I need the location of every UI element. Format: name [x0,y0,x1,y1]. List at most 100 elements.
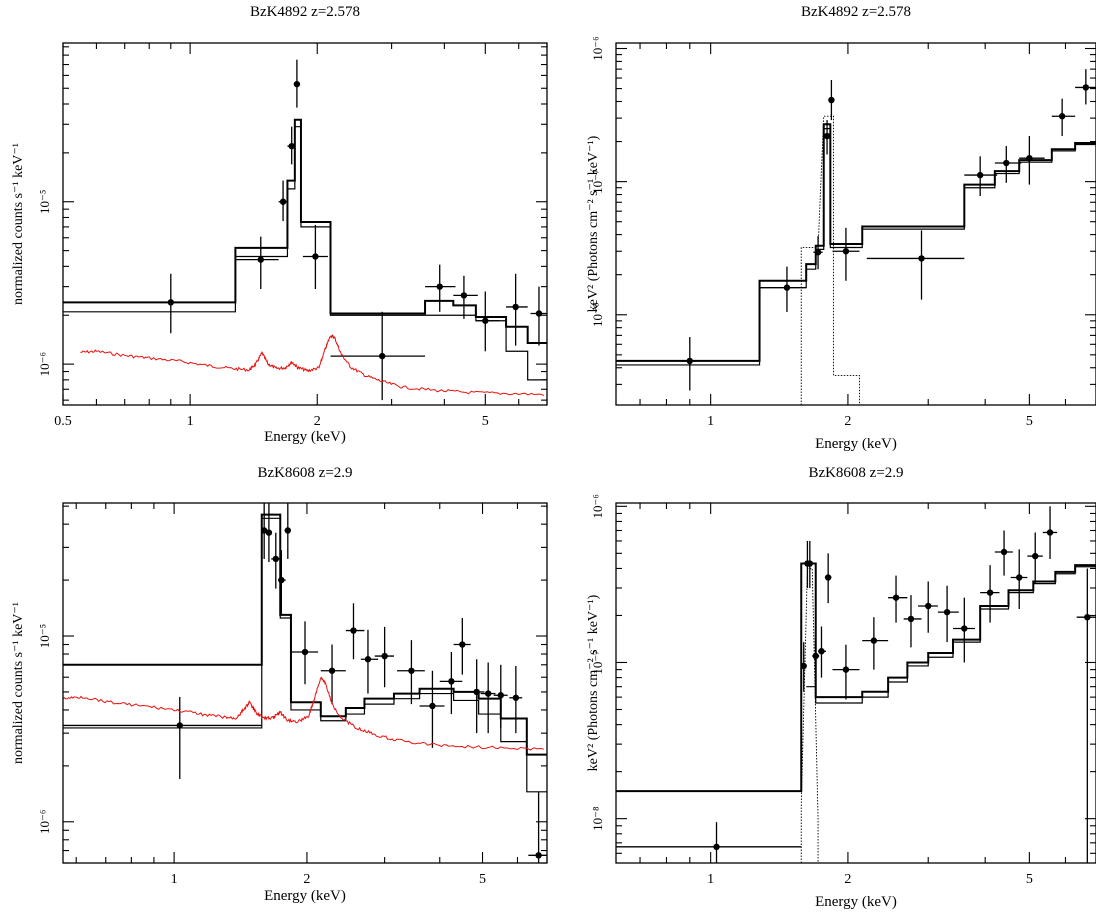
x-tick-label: 2 [844,414,851,429]
x-tick-label: 0.5 [54,414,72,429]
x-tick-label: 1 [171,872,178,887]
plot-frame [615,502,1096,864]
y-tick-label: 10⁻⁶ [37,352,52,376]
data-point [265,503,273,563]
model-step-line [806,566,1096,704]
data-point [759,266,807,312]
data-point [616,822,802,863]
data-point [994,530,1013,576]
x-axis-label: Energy (keV) [815,436,897,452]
data-point [468,659,485,734]
data-point [330,311,426,401]
y-tick-label: 10⁻⁷ [590,169,605,193]
data-point [616,337,760,391]
data-point [994,146,1022,183]
y-tick-label: 10⁻⁵ [37,624,52,648]
background-spectrum [63,676,544,751]
y-axis-label: keV² (Photons cm⁻² s⁻¹ keV⁻¹) [586,594,601,771]
data-point [980,565,1000,623]
x-tick-label: 2 [303,872,310,887]
data-point [1075,69,1096,105]
y-tick-label: 10⁻⁶ [590,494,605,518]
data-point [293,59,301,108]
x-tick-label: 2 [844,872,851,887]
y-tick-label: 10⁻⁵ [37,190,52,214]
data-point [374,626,394,688]
x-tick-label: 1 [187,414,194,429]
plot-area [63,59,547,401]
data-point [506,273,528,346]
data-point [1042,506,1058,559]
model-component-line [800,115,860,405]
data-point [952,597,976,663]
y-tick-label: 10⁻⁷ [590,650,605,674]
data-point [964,156,998,197]
data-point [1010,549,1028,610]
x-axis-label: Energy (keV) [815,894,897,910]
data-point [235,236,279,290]
data-point [528,791,547,863]
data-point [832,644,860,700]
panel-3: BzK8608 z=2.9 Energy (keV) normalized coun… [11,465,548,904]
data-point [918,581,938,633]
plot-frame [62,42,548,406]
data-point [302,224,328,290]
model-component-line [800,568,819,863]
y-tick-label: 10⁻⁸ [590,806,605,831]
y-axis-label: normalized counts s⁻¹ keV⁻¹ [11,143,26,305]
data-point [818,626,826,678]
data-point [824,553,832,604]
plot-frame [62,502,548,864]
panel-title: BzK4892 z=2.578 [801,4,911,20]
model-step-line [63,517,547,793]
x-tick-label: 1 [707,872,714,887]
data-point [320,644,346,705]
data-point [1027,532,1043,584]
panel-2: BzK4892 z=2.578 Energy (keV) keV² (Photons… [586,4,1096,452]
data-point [530,286,547,346]
y-tick-label: 10⁻⁸ [590,302,605,327]
panel-title: BzK8608 z=2.9 [808,465,903,481]
model-step-line [63,126,547,381]
data-point [63,696,262,779]
data-point [278,550,286,615]
y-axis-label: normalized counts s⁻¹ keV⁻¹ [11,602,26,764]
x-tick-label: 1 [707,414,714,429]
x-axis-label: Energy (keV) [264,888,346,904]
data-point [80,273,236,334]
data-point [360,629,379,694]
model-step-line [63,118,547,344]
y-tick-label: 10⁻⁶ [37,810,52,834]
data-point [453,275,478,319]
model-step-line [616,562,1096,793]
y-axis-label: keV² (Photons cm⁻² s⁻¹ keV⁻¹) [586,135,601,312]
model-step-line [616,123,1096,362]
data-point [475,291,500,352]
plot-area [616,69,1096,405]
y-tick-label: 10⁻⁶ [590,36,605,60]
data-point [828,80,835,121]
model-step-line [63,513,547,756]
data-point [888,575,908,623]
plot-area [616,506,1096,863]
panel-title: BzK4892 z=2.578 [250,4,360,20]
x-tick-label: 5 [482,414,489,429]
data-point [425,264,456,312]
x-tick-label: 5 [1026,414,1033,429]
data-point [866,230,965,300]
data-point [291,621,319,685]
data-point [903,595,922,648]
panel-4: BzK8608 z=2.9 Energy (keV) keV² (Photons c… [586,465,1096,910]
data-point [287,126,295,165]
data-point [823,120,831,155]
x-tick-label: 5 [479,872,486,887]
data-point [419,670,445,748]
data-point [1051,98,1076,137]
background-spectrum [80,334,544,396]
x-tick-label: 5 [1026,872,1033,887]
data-point [278,180,288,222]
data-point [345,603,365,660]
data-point [439,652,463,715]
data-point [937,585,959,643]
